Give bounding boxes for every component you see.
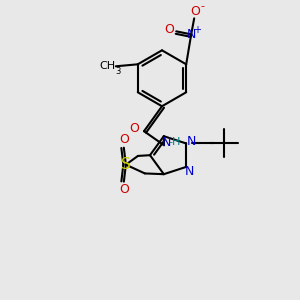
Text: 3: 3 [115, 67, 121, 76]
Text: -H: -H [169, 137, 181, 147]
Text: N: N [184, 165, 194, 178]
Text: O: O [164, 23, 174, 36]
Text: S: S [121, 157, 131, 172]
Text: N: N [161, 136, 171, 149]
Text: CH: CH [100, 61, 116, 71]
Text: O: O [129, 122, 139, 135]
Text: O: O [119, 183, 129, 196]
Text: +: + [193, 25, 201, 35]
Text: N: N [187, 28, 196, 41]
Text: N: N [186, 135, 196, 148]
Text: O: O [190, 5, 200, 18]
Text: -: - [200, 2, 204, 11]
Text: O: O [119, 133, 129, 146]
